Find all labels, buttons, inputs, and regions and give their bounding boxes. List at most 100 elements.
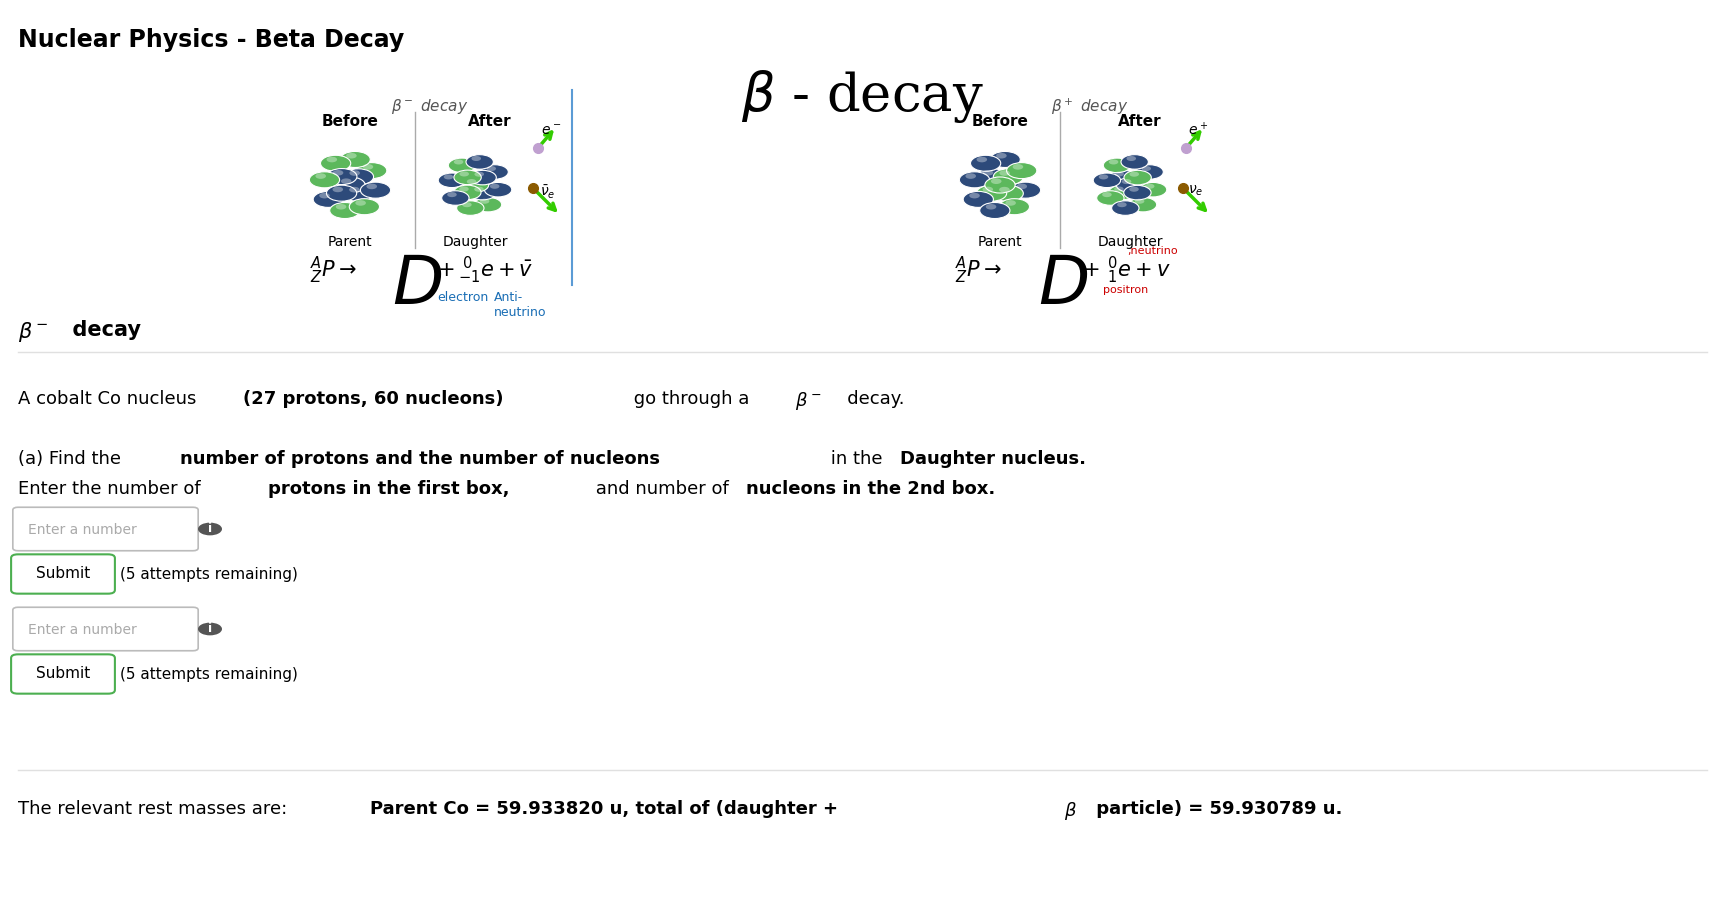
Circle shape [340,152,371,167]
Text: (5 attempts remaining): (5 attempts remaining) [121,566,298,582]
Text: Daughter nucleus.: Daughter nucleus. [900,450,1087,468]
Circle shape [1114,171,1125,177]
Circle shape [467,179,476,184]
Circle shape [348,199,380,215]
Circle shape [1109,159,1118,165]
Circle shape [1109,170,1137,185]
Circle shape [469,170,497,185]
Text: nucleons in the 2nd box.: nucleons in the 2nd box. [745,480,995,498]
Text: i: i [209,522,212,535]
Circle shape [474,172,485,177]
Text: Enter the number of: Enter the number of [17,480,207,498]
Circle shape [1140,182,1166,197]
Circle shape [985,204,997,210]
Circle shape [963,191,994,208]
Text: particle) = 59.930789 u.: particle) = 59.930789 u. [1090,800,1342,818]
Circle shape [969,193,980,199]
Circle shape [198,522,223,535]
Text: Daughter: Daughter [442,235,507,249]
Circle shape [438,173,466,188]
Text: The relevant rest masses are:: The relevant rest masses are: [17,800,293,818]
Circle shape [486,166,497,171]
Circle shape [471,156,481,161]
Circle shape [995,153,1007,158]
Circle shape [447,192,457,197]
Circle shape [474,198,502,212]
Text: Parent: Parent [978,235,1023,249]
Text: After: After [1118,114,1163,129]
Text: positron: positron [1102,285,1149,295]
Circle shape [1097,190,1125,205]
Circle shape [1011,182,1040,199]
Text: $\nu_e$: $\nu_e$ [1189,184,1204,199]
Text: Anti-
neutrino: Anti- neutrino [493,291,547,319]
Text: $\beta^-$: $\beta^-$ [17,320,48,344]
Circle shape [971,156,1000,171]
FancyBboxPatch shape [12,507,198,551]
Circle shape [976,185,1007,201]
FancyBboxPatch shape [10,554,116,594]
Circle shape [316,173,326,178]
Text: and number of: and number of [590,480,735,498]
Text: (a) Find the: (a) Find the [17,450,126,468]
Text: decay.: decay. [830,390,904,408]
Circle shape [1145,184,1154,188]
Circle shape [999,187,1009,192]
Text: $e^+$: $e^+$ [1189,121,1207,138]
Circle shape [985,177,1014,193]
Text: Enter a number: Enter a number [28,623,136,637]
Circle shape [1104,158,1130,173]
Circle shape [1126,156,1137,161]
Circle shape [1130,187,1138,192]
Circle shape [454,170,481,185]
Text: $+\,{}^{\ 0}_{\ 1}e+v$: $+\,{}^{\ 0}_{\ 1}e+v$ [1082,255,1171,286]
Circle shape [1142,166,1151,171]
Text: $\beta$ - decay: $\beta$ - decay [740,68,983,125]
Circle shape [994,168,1023,185]
Circle shape [1007,163,1037,178]
Text: ,neutrino: ,neutrino [1126,246,1178,256]
Circle shape [1094,173,1121,188]
Circle shape [990,152,1019,167]
Circle shape [443,175,454,179]
Circle shape [480,199,490,204]
Circle shape [321,156,350,171]
Circle shape [442,190,469,205]
Circle shape [999,170,1009,176]
Circle shape [466,155,493,169]
Circle shape [1121,179,1132,184]
Text: Before: Before [321,114,378,129]
Circle shape [999,199,1030,215]
Circle shape [1102,192,1111,197]
Text: Submit: Submit [36,566,90,582]
Text: decay: decay [59,320,141,340]
Circle shape [1114,187,1123,191]
Circle shape [448,158,476,173]
Text: number of protons and the number of nucleons: number of protons and the number of nucl… [179,450,661,468]
Circle shape [355,200,366,206]
Circle shape [1123,186,1151,199]
Text: go through a: go through a [628,390,756,408]
Text: $\beta$: $\beta$ [1064,800,1076,822]
Circle shape [980,202,1009,219]
Text: $+\,{}^{\ 0}_{-1}e+\bar{v}$: $+\,{}^{\ 0}_{-1}e+\bar{v}$ [436,255,533,286]
Circle shape [329,202,361,219]
Text: electron: electron [436,291,488,304]
Circle shape [362,164,373,169]
FancyBboxPatch shape [12,608,198,651]
Circle shape [454,159,464,165]
Circle shape [1006,200,1016,206]
Circle shape [361,182,390,199]
Text: i: i [209,622,212,636]
Circle shape [347,153,357,158]
Circle shape [1111,200,1138,215]
Circle shape [976,156,987,162]
Text: Before: Before [971,114,1028,129]
Circle shape [1125,170,1151,185]
Text: $e^-$: $e^-$ [542,124,561,138]
Circle shape [309,172,340,188]
Circle shape [1130,198,1157,212]
Text: $D$: $D$ [1038,253,1088,318]
Circle shape [319,193,329,199]
Circle shape [343,186,373,201]
